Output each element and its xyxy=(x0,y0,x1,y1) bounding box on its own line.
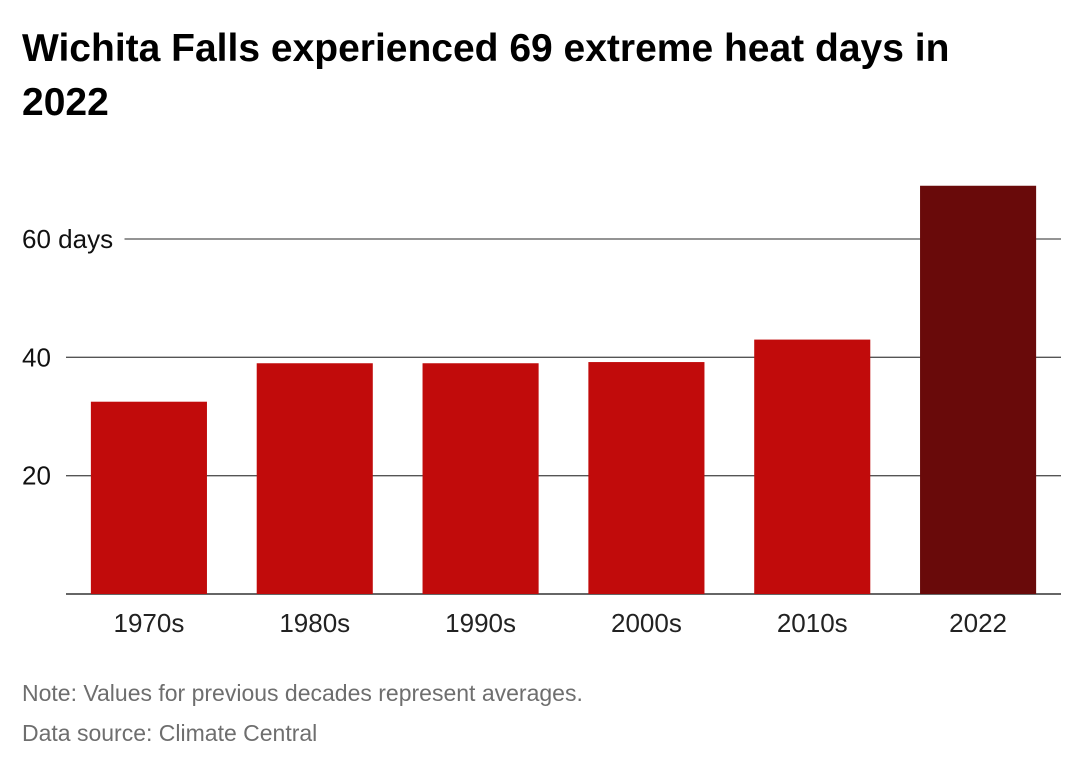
bar-2022 xyxy=(920,185,1037,594)
y-tick-label-20: 20 xyxy=(22,461,51,491)
bar-1980s xyxy=(256,363,373,594)
x-tick-label-2010s: 2010s xyxy=(777,608,848,638)
labels: 20 40 60 days 1970s 1980s 1990s 2000s 2010s 2022 xyxy=(22,224,1007,638)
chart-note: Note: Values for previous decades repres… xyxy=(22,680,583,706)
bar-2010s xyxy=(754,339,871,594)
bar-2000s xyxy=(588,362,705,594)
x-tick-label-2022: 2022 xyxy=(949,608,1007,638)
x-tick-label-1990s: 1990s xyxy=(445,608,516,638)
bars xyxy=(90,185,1037,594)
bar-chart: 20 40 60 days 1970s 1980s 1990s 2000s 2010s 2022 xyxy=(22,185,1061,638)
x-tick-label-1980s: 1980s xyxy=(279,608,350,638)
gridlines xyxy=(66,238,1061,595)
bar-1990s xyxy=(422,363,539,594)
bar-1970s xyxy=(90,401,207,594)
y-tick-label-60: 60 days xyxy=(22,224,113,254)
y-tick-label-40: 40 xyxy=(22,342,51,372)
data-source: Data source: Climate Central xyxy=(22,720,318,746)
x-tick-label-2000s: 2000s xyxy=(611,608,682,638)
x-tick-label-1970s: 1970s xyxy=(113,608,184,638)
chart-title: Wichita Falls experienced 69 extreme hea… xyxy=(22,27,950,124)
